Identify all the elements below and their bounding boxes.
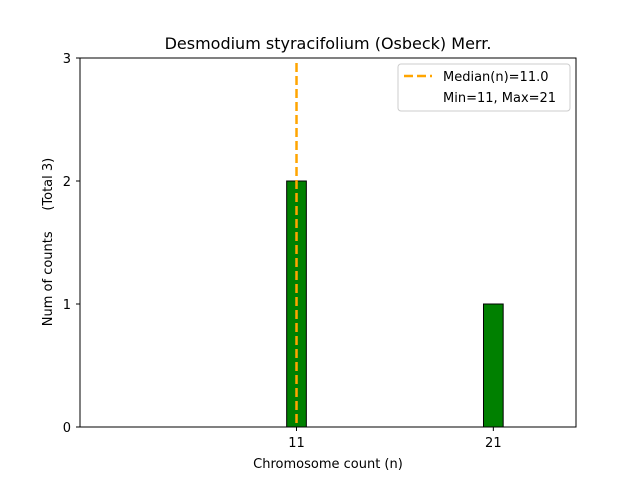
bars-group (286, 180, 504, 428)
x-tick-label-11: 11 (288, 436, 305, 451)
x-axis-label: Chromosome count (n) (253, 457, 403, 472)
legend-entry-median: Median(n)=11.0 (443, 70, 549, 85)
y-tick-label-3: 3 (63, 52, 71, 67)
plot-frame (79, 57, 577, 428)
legend-box (397, 63, 571, 112)
legend-entry-range: Min=11, Max=21 (443, 91, 556, 106)
x-tick-label-21: 21 (485, 436, 502, 451)
y-tick-label-0: 0 (63, 421, 71, 436)
y-tick-label-1: 1 (63, 298, 71, 313)
y-axis-label: Num of counts (Total 3) (41, 158, 56, 326)
y-axis-ticks: 0 1 2 3 (63, 52, 80, 436)
x-axis-ticks: 11 21 (288, 427, 502, 451)
bar-21 (482, 303, 504, 428)
legend: Median(n)=11.0 Min=11, Max=21 (397, 63, 571, 112)
y-tick-label-2: 2 (63, 175, 71, 190)
chart-title: Desmodium styracifolium (Osbeck) Merr. (165, 34, 492, 53)
